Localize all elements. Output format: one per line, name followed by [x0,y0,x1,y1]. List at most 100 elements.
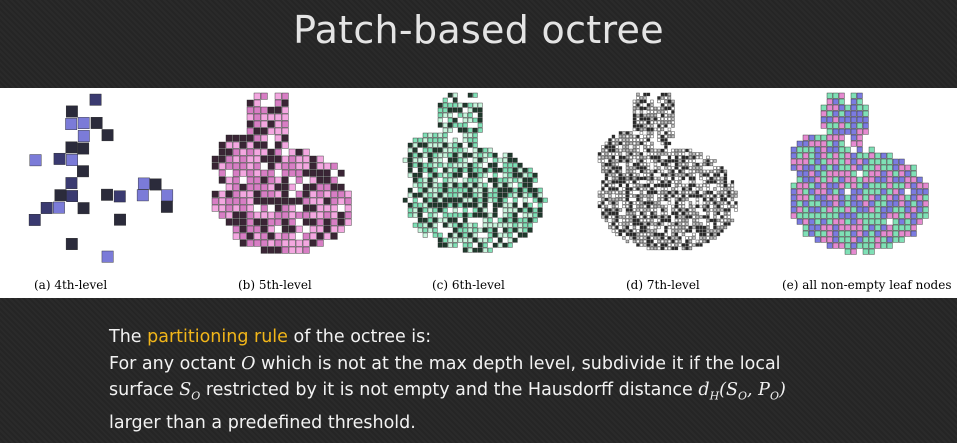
octree-cell [604,218,609,223]
octree-cell [699,152,703,156]
octree-cell [734,208,738,212]
octree-cell [650,187,654,191]
octree-cell [862,122,869,129]
octree-cell [618,138,623,142]
octree-cell [643,222,647,226]
octree-cell [646,183,651,188]
octree-cell [671,134,675,139]
octree-cell [643,138,647,142]
octree-cell [674,159,679,163]
octree-cell [650,180,654,184]
octree-cell [622,134,626,139]
octree-cell [720,169,724,174]
octree-cell [856,110,863,117]
octree-cell [868,182,875,189]
octree-cell [629,176,633,181]
octree-cell [239,197,247,205]
octree-cell [667,194,672,198]
octree-cell [442,172,448,178]
octree-cell [660,96,665,100]
octree-cell [281,190,289,198]
octree-cell [502,212,508,218]
octree-cell [625,225,630,230]
octree-cell [267,218,275,226]
octree-cell [664,229,668,233]
octree-cell [814,206,821,213]
octree-cell [667,197,672,202]
octree-cell [832,128,839,135]
octree-cell [437,152,443,158]
octree-cell [898,236,905,243]
octree-cell [522,232,528,238]
octree-cell [660,183,665,188]
octree-cell [532,172,538,178]
octree-cell [507,187,513,193]
octree-cell [820,188,827,195]
octree-cell [487,192,493,198]
caption-e: (e) all non-empty leaf nodes [782,278,952,292]
octree-cell [808,224,815,231]
octree-cell [685,215,689,219]
octree-cell [604,145,609,149]
octree-cell [850,164,857,171]
octree-cell [706,155,710,160]
octree-cell [820,146,827,153]
octree-cell [608,141,612,146]
octree-cell [814,200,821,207]
octree-cell [699,243,703,247]
octree-cell [826,146,833,153]
octree-cell [844,116,851,123]
octree-cell [629,211,633,216]
octree-cell [674,218,679,223]
octree-cell [442,217,448,223]
octree-cell [323,225,331,233]
octree-cell [868,248,875,255]
octree-cell [452,202,458,208]
octree-cell [657,96,661,100]
octree-cell [517,167,523,173]
octree-cell [646,218,651,223]
octree-cell [692,173,696,177]
octree-cell [422,227,428,233]
octree-cell [427,137,433,143]
octree-cell [892,194,899,201]
octree-cell [309,225,317,233]
octree-cell [295,148,303,156]
octree-cell [862,152,869,159]
octree-cell [685,208,689,212]
octree-cell [639,155,644,160]
octree-cell [667,183,672,188]
octree-cell [274,232,282,240]
octree-cell [632,218,637,223]
octree-cell [618,152,623,156]
octree-cell [281,183,289,191]
octree-cell [288,183,296,191]
octree-cell [114,213,126,226]
octree-cell [507,157,513,163]
octree-cell [618,131,623,135]
octree-cell [674,201,679,205]
octree-cell [497,222,503,228]
octree-cell [643,166,647,170]
octree-cell [674,211,679,216]
octree-cell [253,106,261,114]
octree-cell [820,170,827,177]
octree-cell [716,211,721,216]
octree-cell [482,202,488,208]
octree-cell [667,113,672,118]
octree-cell [796,188,803,195]
octree-cell [260,148,268,156]
octree-cell [922,206,929,213]
surface-variable: SO [179,380,201,403]
octree-cell [904,200,911,207]
octree-cell [660,92,665,97]
octree-cell [260,197,268,205]
octree-cell [886,242,893,249]
octree-cell [643,176,647,181]
octree-cell [625,162,630,167]
octree-cell [636,141,640,146]
octree-cell [601,155,605,160]
octree-cell [880,212,887,219]
octree-cell [667,120,672,125]
octree-cell [512,157,518,163]
